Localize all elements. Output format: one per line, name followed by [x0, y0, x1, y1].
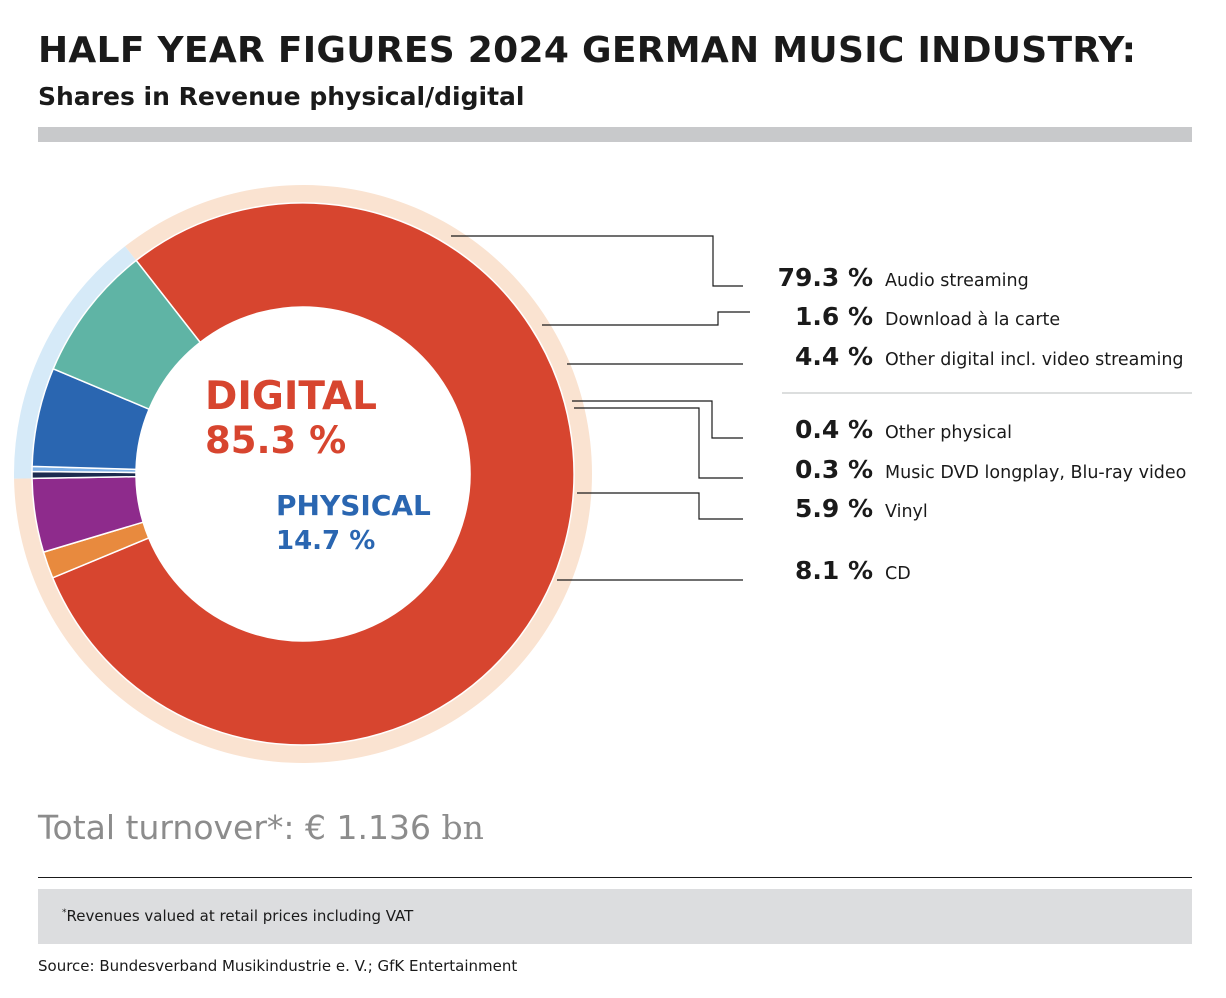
- legend-item-cd: 8.1 % CD: [795, 556, 911, 585]
- leader-line-download-la-carte: [542, 311, 750, 326]
- legend-label: CD: [885, 564, 911, 584]
- center-label-physical: PHYSICAL: [276, 489, 431, 522]
- legend-value: 4.4 %: [795, 342, 873, 371]
- center-label-digital: DIGITAL: [205, 374, 377, 419]
- legend-value: 0.4 %: [795, 415, 873, 444]
- legend-label: Audio streaming: [885, 271, 1029, 291]
- legend-item-music-dvd-longplay-blu-ray-video: 0.3 % Music DVD longplay, Blu-ray video: [795, 455, 1186, 484]
- legend-item-vinyl: 5.9 % Vinyl: [795, 494, 928, 523]
- slice-audio-streaming: [51, 202, 575, 746]
- legend-value: 5.9 %: [795, 494, 873, 523]
- donut-chart: 79.3 % Audio streaming 1.6 % Download à la …: [13, 185, 1192, 763]
- legend-label: Other physical: [885, 423, 1012, 443]
- footnote-box: *Revenues valued at retail prices includ…: [38, 889, 1192, 944]
- footer-divider: [38, 877, 1192, 878]
- legend-value: 0.3 %: [795, 455, 873, 484]
- legend-value: 1.6 %: [795, 302, 873, 331]
- leader-line-audio-streaming: [451, 235, 743, 287]
- slice-cd: [52, 259, 202, 411]
- legend-item-download-la-carte: 1.6 % Download à la carte: [795, 302, 1060, 331]
- legend-label: Vinyl: [885, 502, 928, 522]
- center-value-digital: 85.3 %: [205, 419, 346, 462]
- footnote-text: Revenues valued at retail prices includi…: [66, 907, 414, 925]
- center-value-physical: 14.7 %: [276, 526, 375, 556]
- legend-label: Download à la carte: [885, 310, 1060, 330]
- leader-line-music-dvd-longplay-blu-ray-video: [574, 407, 743, 479]
- chart-subtitle: Shares in Revenue physical/digital: [38, 82, 525, 111]
- leader-line-other-physical: [572, 400, 743, 439]
- legend-value: 79.3 %: [778, 263, 873, 292]
- header-divider-bar: [38, 127, 1192, 142]
- leader-line-vinyl: [577, 492, 743, 520]
- chart-title: HALF YEAR FIGURES 2024 GERMAN MUSIC INDU…: [38, 30, 1137, 71]
- legend-item-other-digital-incl-video-streaming: 4.4 % Other digital incl. video streaming: [795, 342, 1184, 371]
- total-turnover-unit: bn: [441, 808, 484, 847]
- legend-label: Other digital incl. video streaming: [885, 350, 1184, 370]
- source-note: Source: Bundesverband Musikindustrie e. …: [38, 957, 518, 975]
- legend-item-other-physical: 0.4 % Other physical: [795, 415, 1012, 444]
- total-turnover: Total turnover*: € 1.136 bn: [38, 808, 484, 847]
- footnote-mark: *: [62, 908, 67, 918]
- legend-item-audio-streaming: 79.3 % Audio streaming: [778, 263, 1029, 292]
- total-turnover-label: Total turnover*: € 1.136: [38, 808, 431, 847]
- legend-label: Music DVD longplay, Blu-ray video: [885, 463, 1186, 483]
- footnote: *Revenues valued at retail prices includ…: [62, 907, 413, 925]
- legend-value: 8.1 %: [795, 556, 873, 585]
